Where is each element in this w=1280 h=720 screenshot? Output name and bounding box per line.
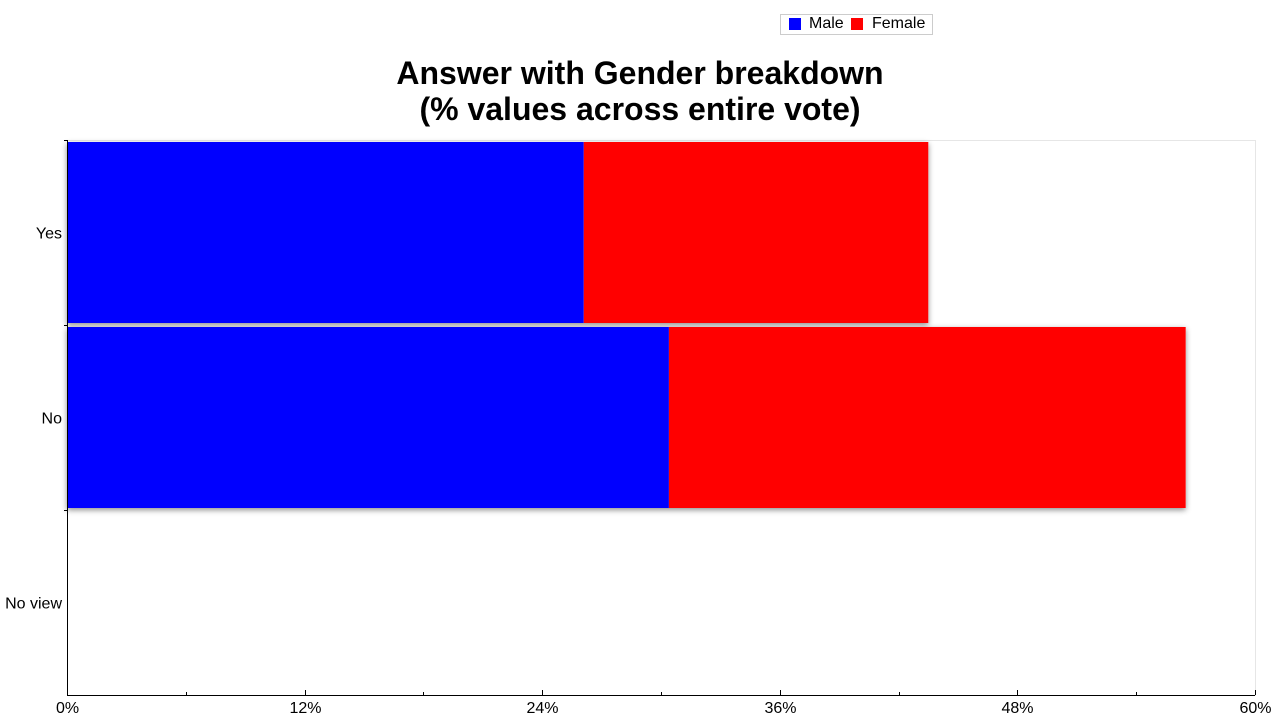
y-tick-label-no-view: No view bbox=[5, 596, 62, 613]
x-tick-label: 48% bbox=[1001, 700, 1033, 717]
bar-no-male bbox=[67, 327, 669, 508]
chart-title: Answer with Gender breakdown (% values a… bbox=[396, 55, 883, 127]
legend-label-male: Male bbox=[809, 15, 844, 32]
chart-title-line-2: (% values across entire vote) bbox=[419, 91, 860, 127]
x-tick-label: 60% bbox=[1239, 700, 1271, 717]
axes: 0% 12% 24% 36% 48% 60% Yes No No view bbox=[5, 140, 1272, 717]
bars bbox=[67, 142, 1186, 508]
bar-yes-female bbox=[583, 142, 929, 323]
legend-label-female: Female bbox=[872, 15, 925, 32]
bar-yes-male bbox=[67, 142, 584, 323]
chart-title-line-1: Answer with Gender breakdown bbox=[396, 55, 883, 91]
legend-swatch-male bbox=[789, 18, 801, 30]
x-tick-label: 36% bbox=[764, 700, 796, 717]
legend: Male Female bbox=[780, 14, 933, 35]
y-tick-label-yes: Yes bbox=[36, 226, 62, 243]
x-tick-label: 0% bbox=[56, 700, 79, 717]
x-tick-label: 24% bbox=[526, 700, 558, 717]
x-tick-label: 12% bbox=[289, 700, 321, 717]
bar-no-female bbox=[668, 327, 1186, 508]
y-tick-label-no: No bbox=[42, 411, 63, 428]
legend-swatch-female bbox=[851, 18, 863, 30]
